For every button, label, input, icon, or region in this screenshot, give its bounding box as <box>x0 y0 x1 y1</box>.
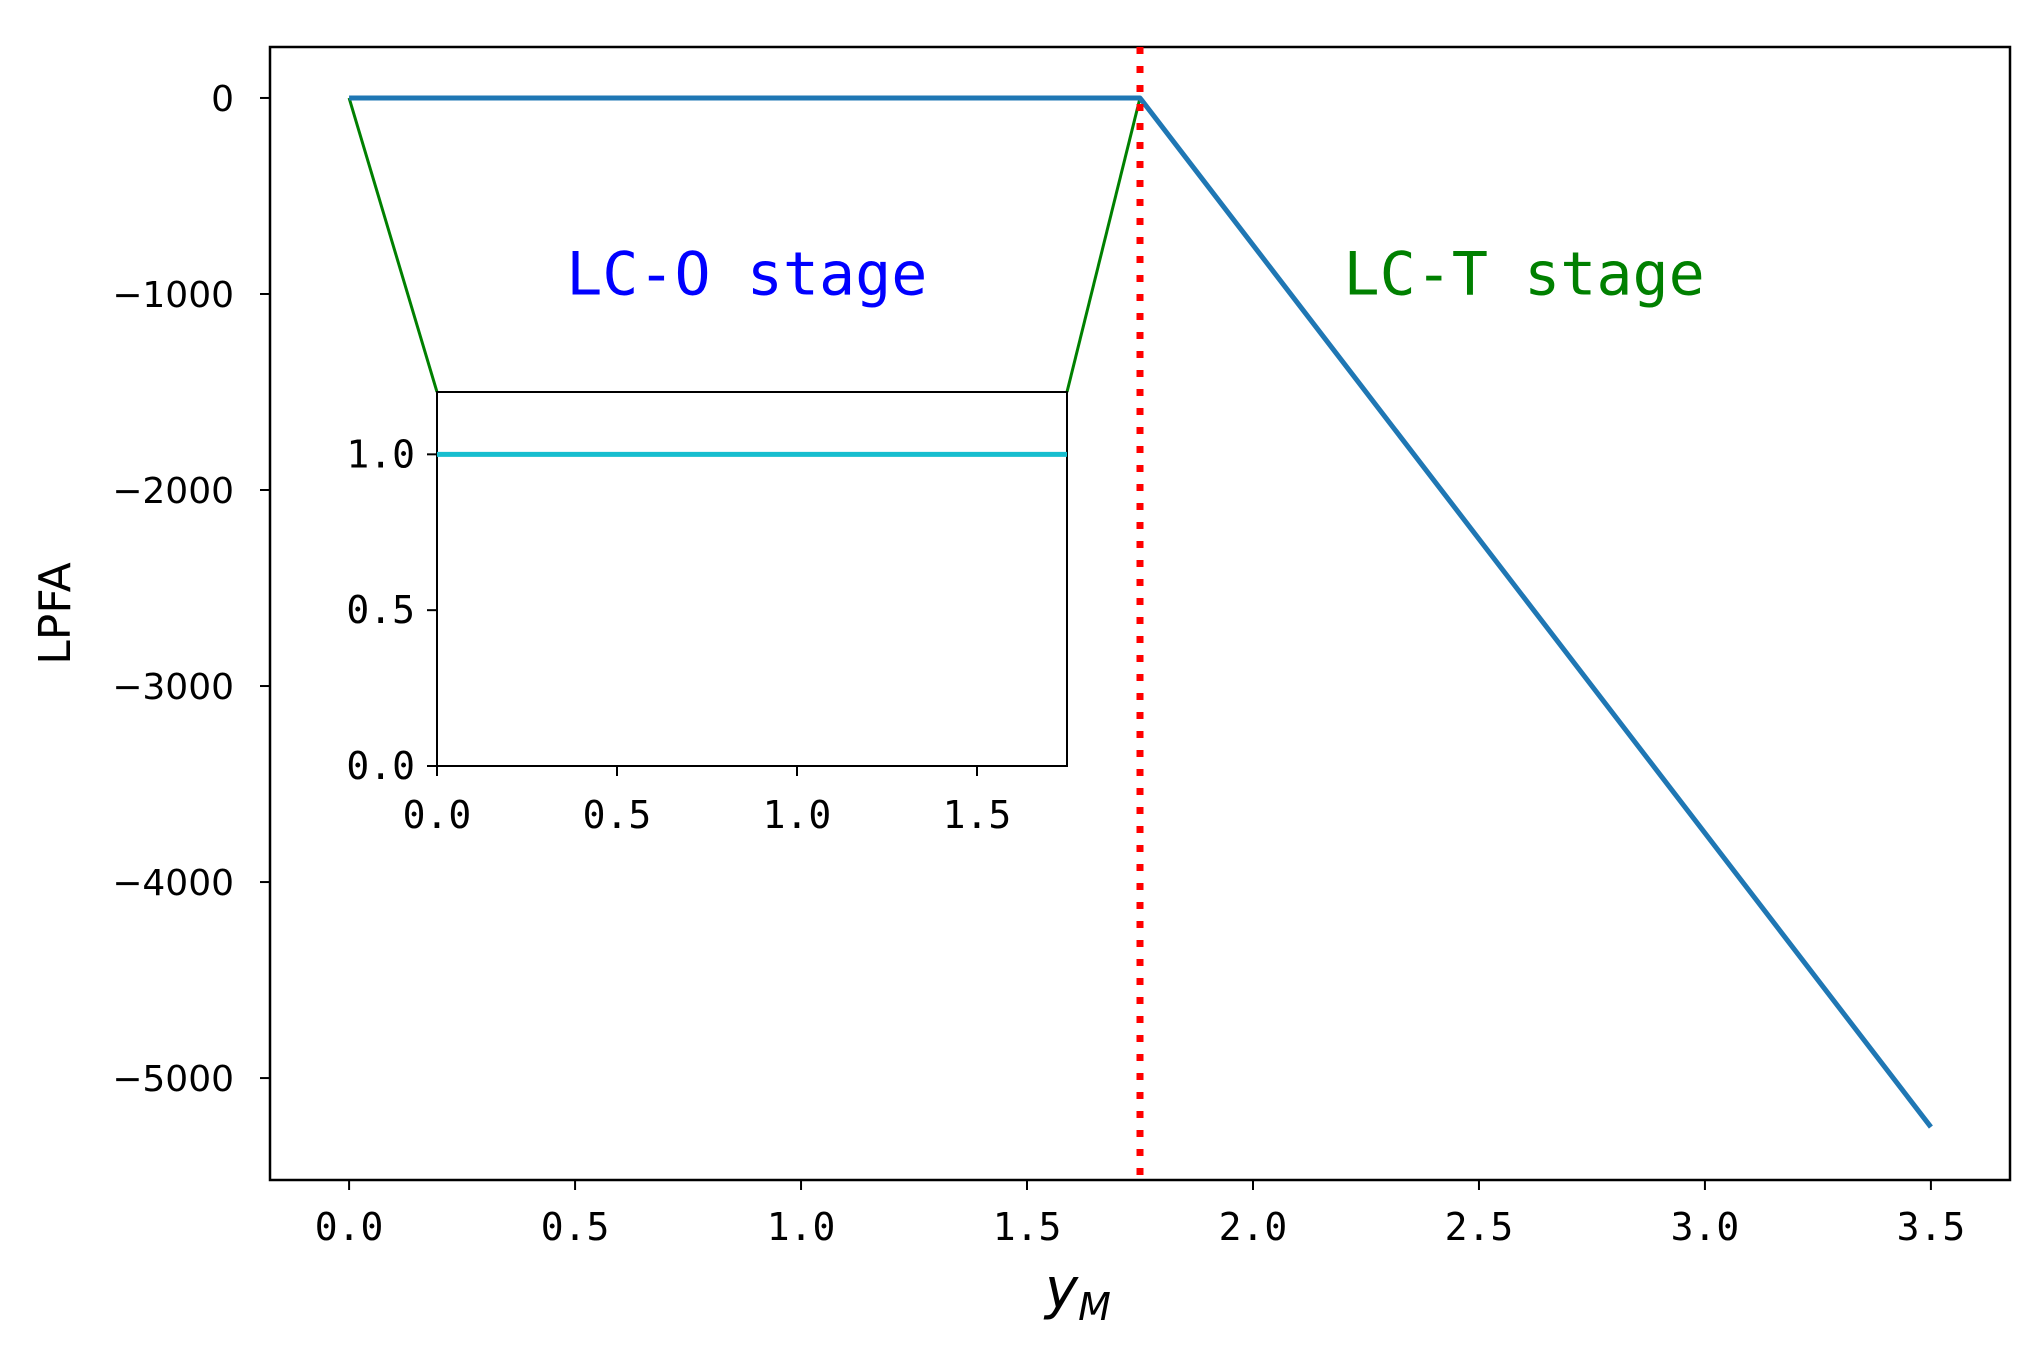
y-tick-label: −3000 <box>112 667 234 708</box>
lc-t-stage-label: LC-T stage <box>1344 239 1705 309</box>
x-tick-label: 1.0 <box>767 1205 836 1249</box>
x-tick-label: 1.5 <box>993 1205 1062 1249</box>
lpfa-series-line <box>349 95 1933 1129</box>
y-tick-label: −2000 <box>112 471 234 512</box>
inset-x-tick-label: 0.5 <box>583 793 652 837</box>
x-tick-label: 2.5 <box>1445 1205 1514 1249</box>
inset-y-tick-label: 0.5 <box>346 588 415 632</box>
inset-x-tick-label: 1.0 <box>763 793 832 837</box>
zoom-connector-right <box>1065 97 1142 393</box>
y-tick-label: −4000 <box>112 863 234 904</box>
zoom-connector-left <box>347 97 439 393</box>
inset-x-tick-label: 0.0 <box>403 793 472 837</box>
x-tick-label: 3.5 <box>1897 1205 1966 1249</box>
inset-x-tick-label: 1.5 <box>943 793 1012 837</box>
y-axis-title: LPFA <box>30 562 81 664</box>
y-tick-label: −5000 <box>112 1059 234 1100</box>
inset-plot-frame <box>436 391 1068 767</box>
x-axis-title: yM <box>1043 1257 1111 1329</box>
y-tick-label: −1000 <box>112 275 234 316</box>
lc-o-stage-label: LC-O stage <box>566 239 927 309</box>
x-tick-label: 2.0 <box>1219 1205 1288 1249</box>
x-tick-label: 3.0 <box>1671 1205 1740 1249</box>
inset-y-tick-label: 0.0 <box>346 744 415 788</box>
inset-y-tick-label: 1.0 <box>346 432 415 476</box>
x-tick-label: 0.0 <box>315 1205 384 1249</box>
y-tick-label: 0 <box>211 79 234 120</box>
x-tick-label: 0.5 <box>541 1205 610 1249</box>
